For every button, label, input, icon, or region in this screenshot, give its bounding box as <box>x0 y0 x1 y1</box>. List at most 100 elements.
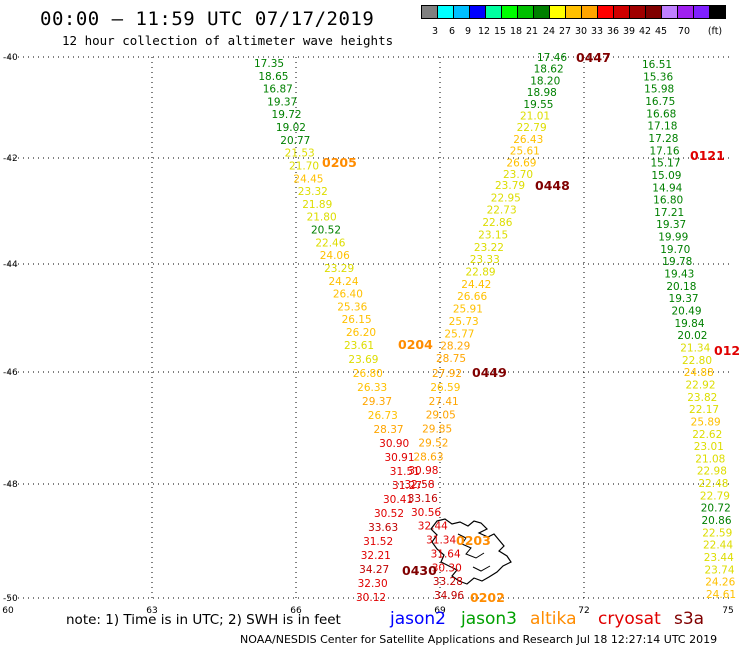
swh-value: 23.74 <box>704 564 734 576</box>
swh-value: 18.20 <box>530 75 560 87</box>
swh-value: 22.48 <box>698 478 728 490</box>
swh-value: 27.92 <box>432 368 462 380</box>
swh-value: 15.17 <box>650 158 680 170</box>
swh-value: 22.80 <box>682 355 712 367</box>
x-tick-label: 60 <box>2 606 14 616</box>
scale-label: 6 <box>448 26 456 37</box>
pass-time-label: 0202 <box>470 590 505 605</box>
swh-value: 23.22 <box>474 242 504 254</box>
swh-value: 26.20 <box>346 327 376 339</box>
y-tick-label: -44 <box>3 260 18 270</box>
swh-value: 22.86 <box>482 217 512 229</box>
swh-value: 22.59 <box>702 527 732 539</box>
swh-value: 22.73 <box>487 205 517 217</box>
pass-time-label: 0448 <box>535 178 570 193</box>
swh-value: 22.98 <box>697 466 727 478</box>
swh-value: 19.37 <box>669 293 699 305</box>
scale-label: 9 <box>464 26 472 37</box>
x-tick-label: 69 <box>434 606 446 616</box>
swh-value: 29.85 <box>422 424 452 436</box>
map-title: 00:00 – 11:59 UTC 07/17/2019 <box>40 8 375 30</box>
swh-value: 24.61 <box>706 589 736 601</box>
swh-value: 24.06 <box>320 250 350 262</box>
swh-value: 32.44 <box>418 521 448 533</box>
axis-ticks: 60 63 66 69 72 75 -40 -42 -44 -46 -48 -50 <box>2 53 733 616</box>
sat-label-jason2: jason2 <box>390 609 446 629</box>
swh-value: 20.86 <box>701 515 731 527</box>
swh-value: 33.63 <box>368 522 398 534</box>
pass-time-label: 0203 <box>456 533 491 548</box>
scale-label: 15 <box>493 26 507 37</box>
swh-value: 30.98 <box>408 465 438 477</box>
sat-label-cryosat: cryosat <box>598 609 661 629</box>
y-tick-label: -50 <box>3 594 18 604</box>
sat-label-jason3: jason3 <box>461 609 517 629</box>
swh-value: 21.89 <box>302 199 332 211</box>
swh-value: 19.84 <box>674 318 704 330</box>
x-tick-label: 63 <box>146 606 157 616</box>
swh-value: 22.17 <box>689 404 719 416</box>
swh-value: 23.82 <box>687 392 717 404</box>
swh-value: 14.94 <box>652 182 682 194</box>
swh-value: 17.21 <box>654 207 684 219</box>
swh-value: 24.24 <box>328 276 358 288</box>
swh-value: 21.34 <box>680 342 710 354</box>
pass-time-label: 0449 <box>472 365 507 380</box>
scale-label: 12 <box>477 26 491 37</box>
swh-value: 19.55 <box>523 99 553 111</box>
swh-value: 23.15 <box>478 229 508 241</box>
swh-value: 22.46 <box>315 237 345 249</box>
swh-value: 31.34 <box>426 535 456 547</box>
swh-value: 30.56 <box>411 507 441 519</box>
swh-value: 28.63 <box>413 451 443 463</box>
swh-value: 23.29 <box>324 263 354 275</box>
y-tick-label: -40 <box>3 53 18 63</box>
y-tick-label: -46 <box>3 368 18 378</box>
pass-time-label: 0121 <box>690 148 725 163</box>
swh-value: 25.91 <box>453 304 483 316</box>
swh-value: 26.43 <box>513 134 543 146</box>
swh-value: 27.41 <box>429 396 459 408</box>
map-subtitle: 12 hour collection of altimeter wave hei… <box>62 33 394 48</box>
swh-value: 28.29 <box>440 341 470 353</box>
swh-value: 29.52 <box>418 437 448 449</box>
swh-value: 19.72 <box>272 109 302 121</box>
swh-value: 20.52 <box>311 225 341 237</box>
swh-value: 34.96 <box>434 590 464 602</box>
swh-value: 20.49 <box>671 306 701 318</box>
swh-value: 29.05 <box>426 410 456 422</box>
swh-value: 26.33 <box>357 382 387 394</box>
swh-value: 25.61 <box>510 146 540 158</box>
sat-label-altika: altika <box>530 609 577 629</box>
swh-value: 26.66 <box>457 291 487 303</box>
swh-value: 23.61 <box>344 340 374 352</box>
swh-value: 18.62 <box>534 64 564 76</box>
swh-value: 17.46 <box>537 52 567 64</box>
swh-value: 28.75 <box>436 353 466 365</box>
swh-value: 16.75 <box>645 96 675 108</box>
pass-time-label: 0205 <box>322 155 357 170</box>
swh-value: 25.89 <box>691 416 721 428</box>
scale-label: 42 <box>638 26 652 37</box>
swh-value: 17.28 <box>648 133 678 145</box>
swh-value: 23.69 <box>348 354 378 366</box>
swh-value: 23.01 <box>694 441 724 453</box>
swh-value: 22.89 <box>466 267 496 279</box>
swh-value: 21.53 <box>285 148 315 160</box>
swh-value: 25.73 <box>449 316 479 328</box>
sat-label-s3a: s3a <box>674 609 705 629</box>
swh-value: 22.44 <box>703 540 733 552</box>
swh-value: 25.77 <box>444 328 474 340</box>
swh-value: 21.80 <box>307 212 337 224</box>
scale-swatch <box>709 5 726 19</box>
scale-label: 18 <box>509 26 523 37</box>
swh-value: 16.80 <box>653 195 683 207</box>
scale-label: 3 <box>431 26 439 37</box>
swh-value: 21.70 <box>289 160 319 172</box>
graticule <box>8 56 732 599</box>
swh-value: 32.58 <box>404 479 434 491</box>
swh-value: 32.30 <box>358 578 388 590</box>
scale-label: 21 <box>525 26 539 37</box>
swh-value: 18.98 <box>527 87 557 99</box>
